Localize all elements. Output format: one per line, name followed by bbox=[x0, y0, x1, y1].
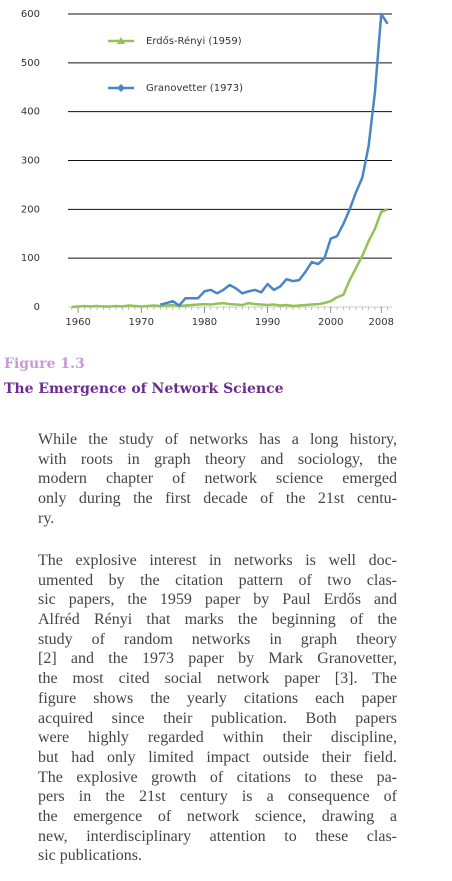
text-line: were highly regarded within their discip… bbox=[38, 729, 397, 747]
paragraph: While the study of networks has a long h… bbox=[38, 430, 397, 528]
x-tick-label: 1990 bbox=[255, 317, 280, 328]
series-line bbox=[159, 12, 389, 307]
legend-marker bbox=[117, 84, 125, 92]
y-tick-label: 400 bbox=[21, 107, 40, 118]
text-line: figure shows the yearly citations each p… bbox=[38, 689, 397, 707]
x-tick-label: 1980 bbox=[192, 317, 217, 328]
x-tick-label: 2000 bbox=[318, 317, 343, 328]
text-line: Alfréd Rényi that marks the beginning of… bbox=[38, 611, 397, 629]
x-tick-label: 1970 bbox=[129, 317, 154, 328]
y-tick-label: 200 bbox=[21, 204, 40, 215]
text-line: While the study of networks has a long h… bbox=[38, 431, 397, 448]
text-line: sic papers, the 1959 paper by Paul Erdős… bbox=[38, 591, 397, 609]
text-line: study of random networks in graph theory bbox=[38, 630, 397, 648]
figure-label: Figure 1.3 bbox=[4, 356, 85, 372]
chart: 0 100 200 300 400 500 600 1960 1970 1980 1990 2000 2… bbox=[21, 9, 394, 328]
text-line: the emergence of network science, drawin… bbox=[38, 807, 397, 825]
text-line: The explosive growth of citations to the… bbox=[38, 768, 397, 786]
x-tick-label: 2008 bbox=[369, 317, 394, 328]
series-line bbox=[71, 208, 389, 309]
text-line: pers in the 21st century is a consequenc… bbox=[38, 788, 397, 806]
y-tick-label: 300 bbox=[21, 156, 40, 167]
y-tick-label: 0 bbox=[34, 302, 40, 313]
legend-label: Granovetter (1973) bbox=[146, 83, 243, 94]
text-line: the most cited social network paper [3].… bbox=[38, 670, 397, 688]
y-tick-label: 100 bbox=[21, 253, 40, 264]
y-tick-label: 500 bbox=[21, 58, 40, 69]
legend-label: Erdős-Rényi (1959) bbox=[146, 35, 242, 47]
text-line: but had only limited impact outside thei… bbox=[38, 748, 397, 766]
figure-title: The Emergence of Network Science bbox=[4, 381, 284, 397]
text-line: [2] and the 1973 paper by Mark Granovett… bbox=[38, 650, 397, 668]
text-line: ry. bbox=[38, 509, 55, 527]
paragraph: The explosive interest in networks is we… bbox=[38, 551, 397, 866]
text-line: sic publications. bbox=[38, 847, 142, 865]
legend-marker bbox=[117, 37, 125, 44]
y-tick-label: 600 bbox=[21, 9, 40, 20]
text-line: with roots in graph theory and sociology… bbox=[38, 450, 397, 468]
text-line: The explosive interest in networks is we… bbox=[38, 552, 397, 569]
text-line: umented by the citation pattern of two c… bbox=[38, 571, 397, 589]
text-line: acquired since their publication. Both p… bbox=[38, 709, 397, 727]
text-line: only during the first decade of the 21st… bbox=[38, 490, 397, 508]
text-line: modern chapter of network science emerge… bbox=[38, 470, 397, 488]
x-tick-label: 1960 bbox=[65, 317, 90, 328]
text-line: new, interdisciplinary attention to thes… bbox=[38, 827, 397, 845]
